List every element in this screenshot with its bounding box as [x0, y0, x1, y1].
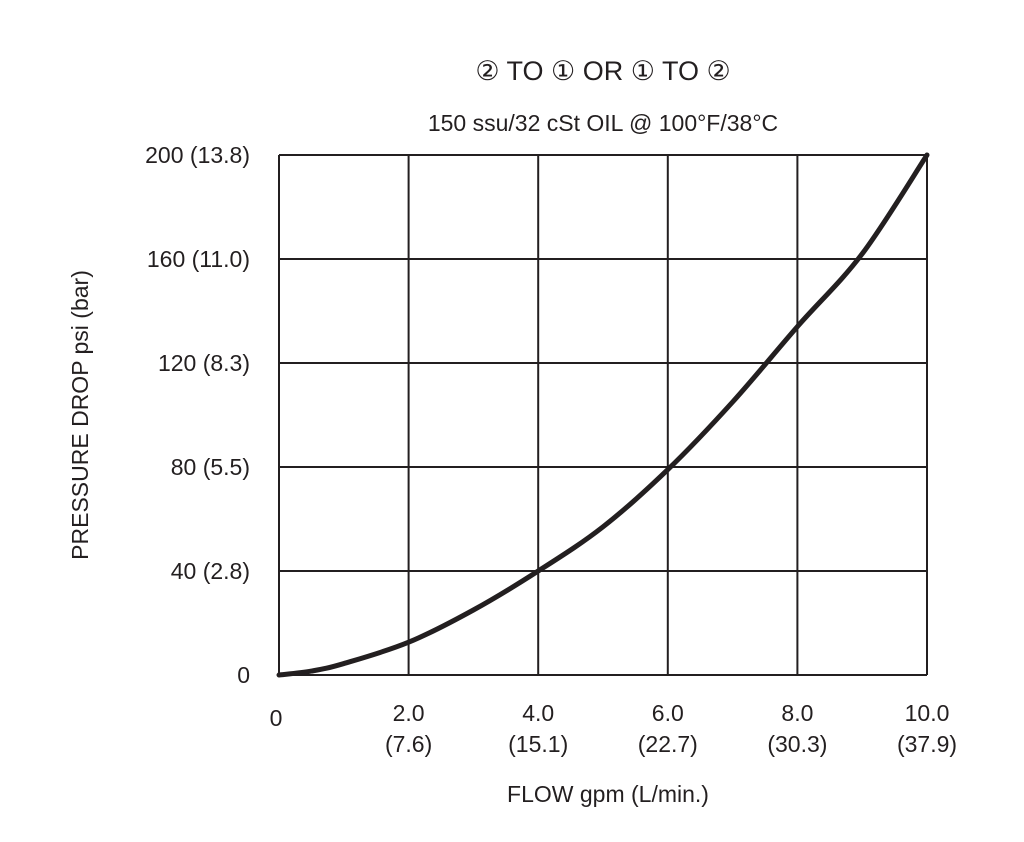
series-line [276, 152, 930, 678]
x-tick-label: 8.0 [781, 700, 813, 726]
x-tick-sublabel: (37.9) [897, 731, 957, 757]
y-tick-label: 80 (5.5) [171, 454, 250, 480]
x-tick-sublabel: (30.3) [767, 731, 827, 757]
x-tick-sublabel: (7.6) [385, 731, 432, 757]
y-axis-label: PRESSURE DROP psi (bar) [67, 270, 93, 560]
y-tick-label: 40 (2.8) [171, 558, 250, 584]
x-axis-ticks: 0 2.0 (7.6) 4.0 (15.1) 6.0 (22.7) 8.0 (30.3) 10.0… [270, 700, 957, 757]
x-tick-label: 6.0 [652, 700, 684, 726]
y-tick-label: 160 (11.0) [147, 246, 250, 272]
y-tick-label: 200 (13.8) [145, 142, 250, 168]
x-tick-label: 0 [270, 705, 283, 731]
y-axis-ticks: 0 40 (2.8) 80 (5.5) 120 (8.3) 160 (11.0) 200 … [145, 142, 250, 688]
x-tick-label: 2.0 [393, 700, 425, 726]
x-tick-label: 4.0 [522, 700, 554, 726]
x-tick-label: 10.0 [905, 700, 950, 726]
chart-subtitle: 150 ssu/32 cSt OIL @ 100°F/38°C [428, 110, 778, 136]
grid [278, 154, 928, 676]
x-axis-label: FLOW gpm (L/min.) [507, 781, 709, 807]
x-tick-sublabel: (15.1) [508, 731, 568, 757]
y-tick-label: 0 [237, 662, 250, 688]
x-tick-sublabel: (22.7) [638, 731, 698, 757]
chart-title: ② TO ① OR ① TO ② [475, 56, 730, 86]
y-tick-label: 120 (8.3) [158, 350, 250, 376]
